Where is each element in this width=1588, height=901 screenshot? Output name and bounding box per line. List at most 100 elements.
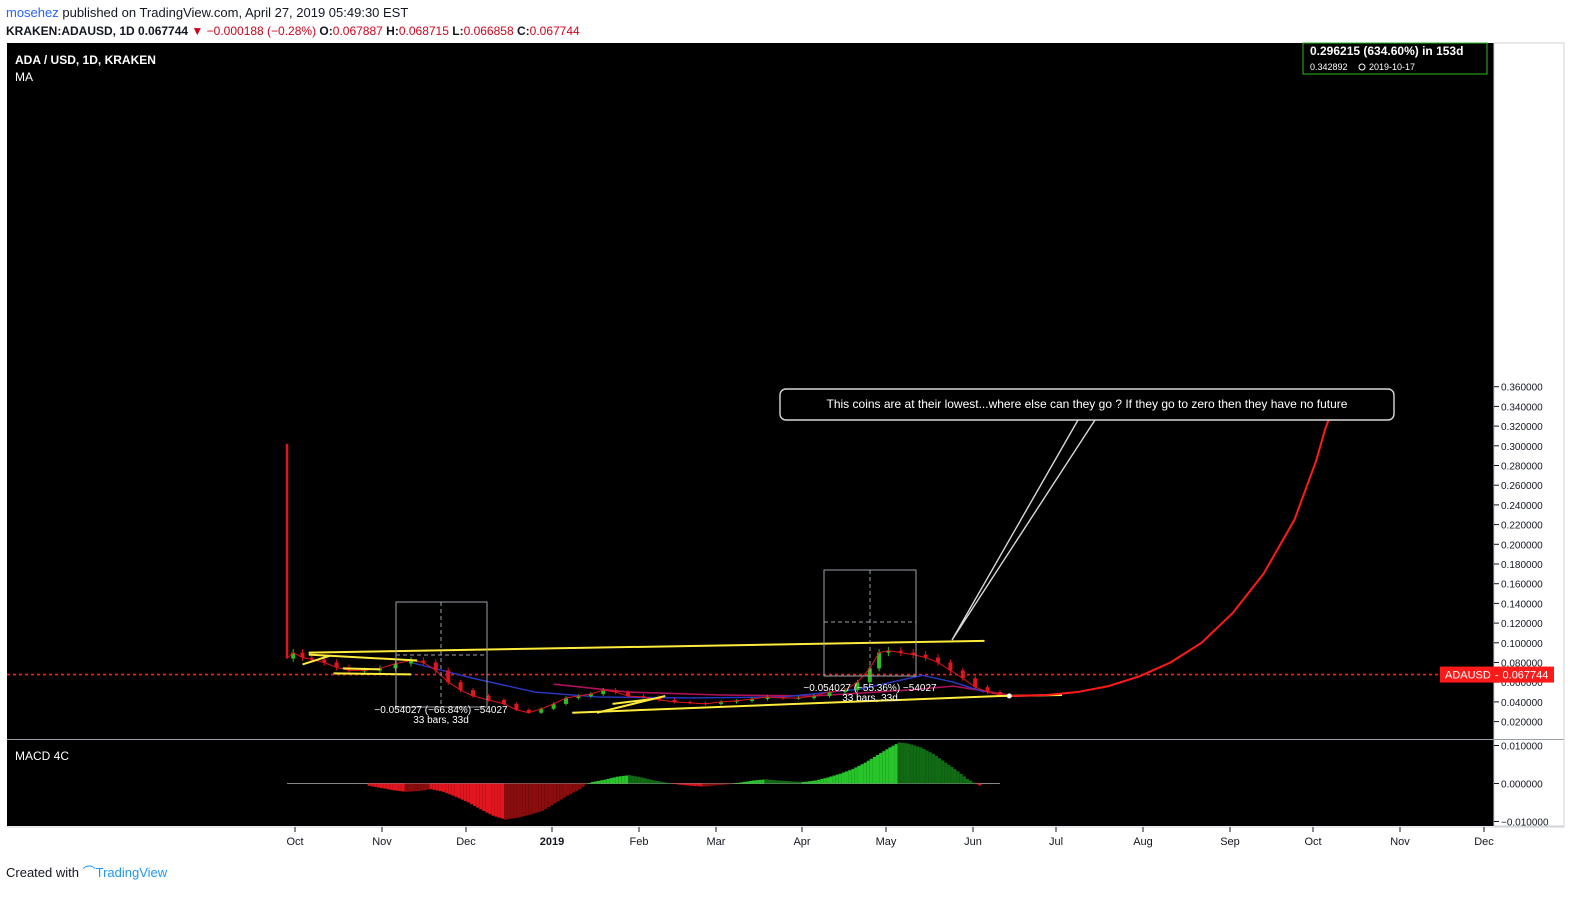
symbol-text: KRAKEN:ADAUSD, 1D	[6, 24, 135, 38]
trendline	[333, 672, 412, 676]
macd-bar	[814, 780, 818, 784]
macd-bar	[559, 783, 563, 800]
time-tick-label: Mar	[707, 836, 726, 848]
ma-fast-line	[410, 661, 985, 699]
macd-bar	[823, 778, 827, 784]
macd-bar	[649, 779, 653, 784]
macd-bar	[600, 780, 604, 784]
macd-bar	[677, 783, 681, 785]
macd-histogram	[287, 742, 1000, 820]
macd-bar	[696, 783, 700, 787]
macd-bar	[773, 780, 777, 784]
chart-header: mosehez published on TradingView.com, Ap…	[6, 4, 1566, 40]
price-series	[285, 443, 1012, 714]
macd-label: MACD 4C	[15, 749, 69, 763]
macd-bar	[507, 783, 511, 820]
candle-body	[973, 678, 978, 688]
macd-bar	[624, 775, 628, 784]
candle-body	[551, 703, 556, 709]
clock-icon	[1358, 63, 1366, 71]
macd-bar	[872, 756, 876, 784]
macd-bar	[485, 783, 489, 813]
candle-body	[471, 690, 475, 696]
open-label: O:	[319, 24, 333, 38]
price-axis[interactable]	[1493, 42, 1565, 827]
target-price: 0.342892	[1310, 62, 1348, 72]
macd-bar	[761, 779, 765, 784]
macd-bar	[500, 783, 504, 819]
macd-bar	[789, 781, 793, 784]
candle-body	[613, 690, 618, 693]
macd-bar	[752, 780, 756, 784]
macd-bar	[845, 771, 849, 784]
trendline	[572, 694, 1001, 714]
macd-bar	[907, 743, 911, 784]
macd-bar	[389, 783, 393, 790]
candle-body	[409, 660, 413, 664]
measure-2-sub: 33 bars, 33d	[842, 693, 898, 704]
author-link[interactable]: mosehez	[6, 5, 59, 20]
candle-body	[564, 697, 568, 704]
macd-bar	[547, 783, 551, 808]
macd-bar	[835, 774, 839, 784]
macd-bar	[702, 783, 706, 787]
macd-bar	[724, 783, 728, 785]
macd-bar	[851, 769, 855, 784]
macd-bar	[900, 742, 904, 784]
macd-bar	[432, 783, 436, 790]
measure-box-2: −0.054027 (−55.36%) −54027 33 bars, 33d	[803, 569, 937, 704]
price-tick-label: 0.160000	[1501, 580, 1543, 591]
macd-bar	[767, 779, 771, 784]
macd-bar	[876, 755, 880, 784]
macd-bar	[944, 762, 948, 784]
trendline	[308, 653, 418, 662]
candle-body	[514, 703, 519, 710]
macd-bar	[938, 758, 942, 784]
macd-bar	[628, 775, 632, 784]
macd-bar	[807, 781, 811, 784]
chart-area[interactable]: 0.360000 0.340000 0.320000 0.300000 0.280000…	[0, 0, 1588, 860]
macd-bar	[522, 783, 526, 817]
high-value: 0.068715	[398, 24, 449, 38]
price-tick-label: 0.320000	[1501, 422, 1543, 433]
macd-bar	[860, 764, 864, 784]
price-tick-label: 0.260000	[1501, 481, 1543, 492]
macd-bar	[969, 780, 973, 784]
footer: Created with ⌒TradingView	[6, 864, 167, 882]
macd-bar	[612, 777, 616, 784]
callout-bubble[interactable]: This coins are at their lowest...where e…	[779, 388, 1395, 641]
macd-bar	[758, 779, 762, 784]
macd-bar	[603, 779, 607, 784]
time-tick-label: Aug	[1133, 836, 1153, 848]
macd-bar	[832, 775, 836, 784]
indicator-label: MA	[15, 70, 33, 84]
candle-body	[812, 695, 816, 698]
tradingview-brand-link[interactable]: TradingView	[95, 865, 168, 880]
macd-bar	[931, 753, 935, 784]
macd-bar	[414, 783, 418, 792]
macd-bar	[783, 780, 787, 784]
price-tick-labels: 0.360000 0.340000 0.320000 0.300000 0.280000…	[1494, 383, 1543, 729]
candle-body	[923, 654, 928, 658]
macd-bar	[395, 783, 399, 791]
price-tick-label: 0.120000	[1501, 619, 1543, 630]
macd-bar	[497, 783, 501, 818]
macd-bar	[401, 783, 405, 792]
macd-bar	[739, 782, 743, 784]
last-price: 0.067744	[138, 24, 189, 38]
macd-bar	[469, 783, 473, 805]
price-tick-label: 0.340000	[1501, 402, 1543, 413]
time-tick-label: Oct	[286, 836, 303, 848]
candle-body	[960, 670, 965, 679]
close-label: C:	[516, 24, 530, 38]
time-tick-label: Apr	[793, 836, 810, 848]
macd-bar	[525, 783, 529, 816]
price-path	[286, 650, 1010, 714]
macd-bar	[779, 780, 783, 784]
candle-body	[588, 694, 593, 696]
low-value: 0.066858	[463, 24, 514, 38]
candle-body	[309, 657, 314, 660]
macd-bar	[544, 783, 548, 809]
macd-bar	[420, 783, 424, 791]
macd-bar	[376, 783, 380, 788]
